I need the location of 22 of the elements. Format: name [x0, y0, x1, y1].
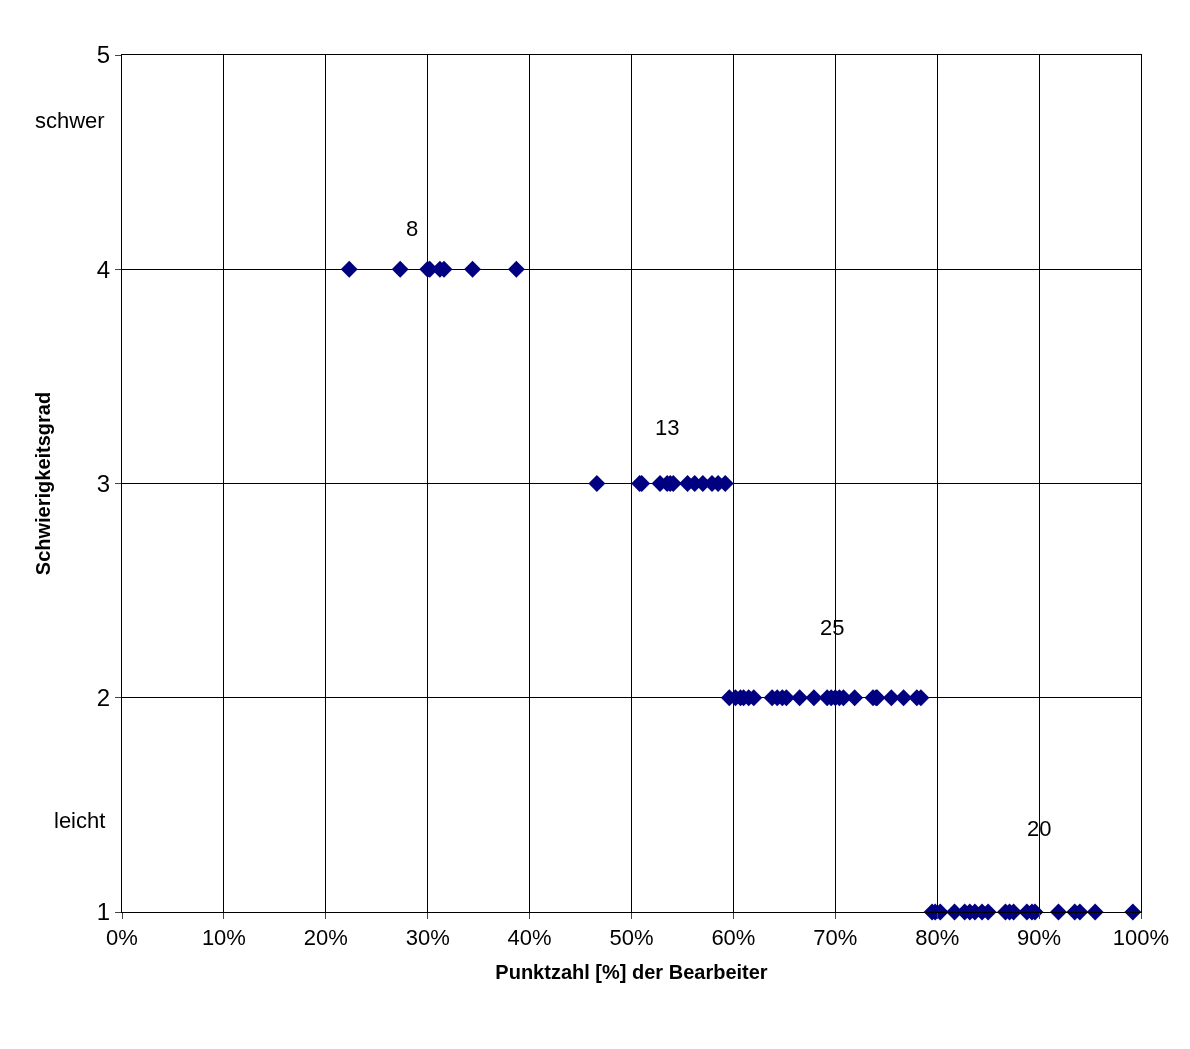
y-tick-label: 5	[96, 41, 111, 69]
text: leicht	[54, 808, 106, 833]
text: schwer	[35, 108, 105, 133]
annotation: 13	[655, 415, 680, 440]
y-tick-label: 4	[96, 255, 111, 283]
y-axis-title: Schwierigkeitsgrad	[32, 391, 55, 576]
x-tick-label: 60%	[711, 925, 756, 951]
x-tick-label: 30%	[405, 925, 450, 951]
x-tick-label: 0%	[106, 925, 138, 951]
annotation: 8	[406, 216, 419, 241]
x-tick-label: 70%	[813, 925, 858, 951]
x-tick-label: 10%	[201, 925, 246, 951]
x-tick-label: 20%	[303, 925, 348, 951]
x-tick-label: 40%	[507, 925, 552, 951]
x-tick-label: 50%	[609, 925, 654, 951]
y-tick-label: 1	[96, 898, 111, 926]
y-tick-label: 2	[96, 684, 111, 712]
y-tick-label: 3	[96, 469, 111, 497]
x-tick-label: 90%	[1017, 925, 1062, 951]
x-tick-label: 80%	[915, 925, 960, 951]
x-tick-label: 100%	[1112, 925, 1170, 951]
x-axis-title: Punktzahl [%] der Bearbeiter	[495, 960, 768, 983]
